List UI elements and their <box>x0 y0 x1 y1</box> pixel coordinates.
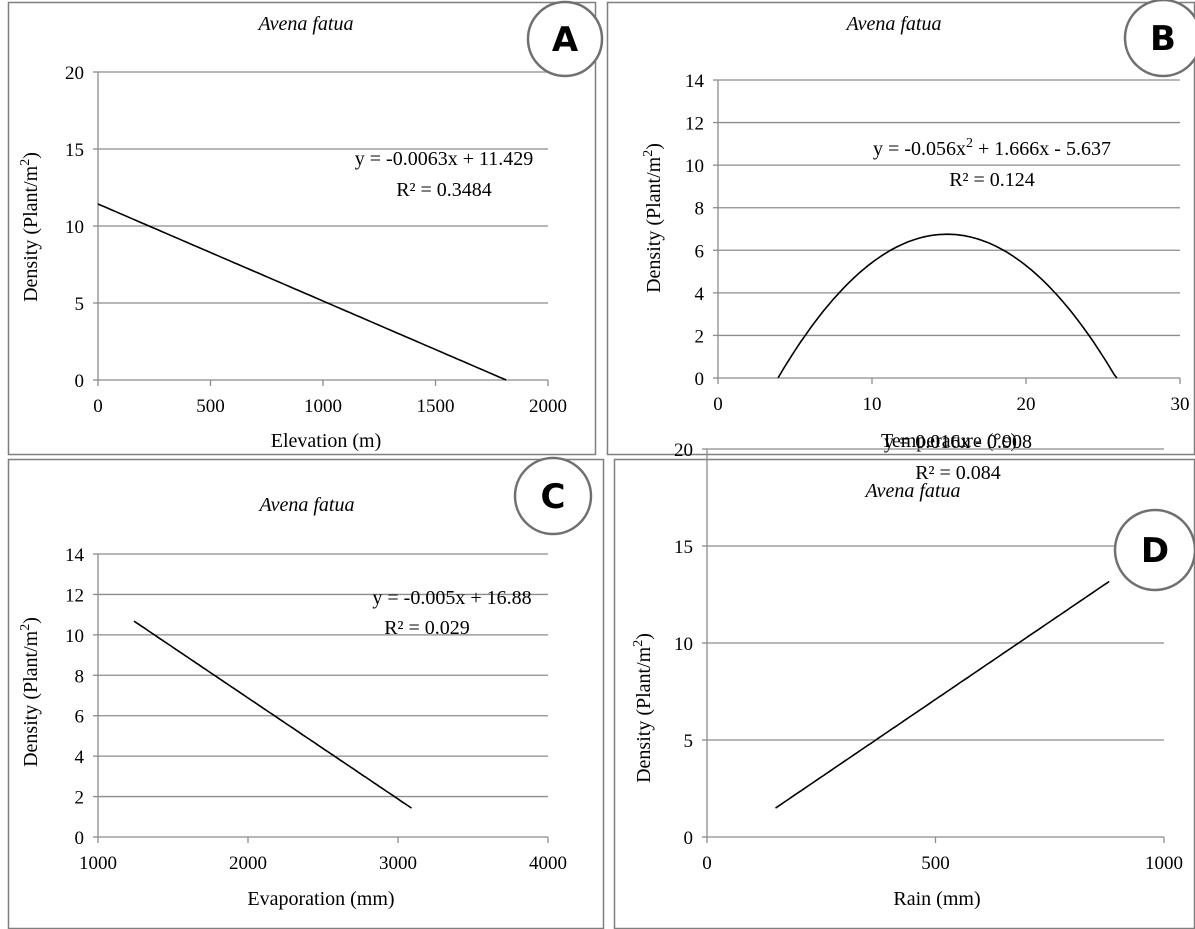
y-tick-label: 5 <box>684 731 694 752</box>
y-tick-label: 15 <box>674 537 693 558</box>
panel-badge-letter: C <box>541 477 566 517</box>
x-tick-label: 10 <box>863 394 882 415</box>
panel-a: 0 5 10 15 20 0 500 1000 1500 2000 Avena fatua Eleva… <box>7 0 604 456</box>
y-axis-label-end: ) <box>20 152 42 159</box>
x-tick-label: 3000 <box>379 853 417 874</box>
panel-badge <box>1123 0 1195 78</box>
x-axis-label: Elevation (m) <box>271 430 382 452</box>
y-axis-label: Density (Plant/m2) <box>18 617 42 767</box>
y-tick-label: 2 <box>75 788 85 809</box>
trendline-equation: y = -0.056x2 + 1.666x - 5.637 <box>873 136 1111 160</box>
x-tick-label: 1500 <box>417 396 455 417</box>
trendline-equation: y = -0.005x + 16.88 <box>372 587 531 609</box>
y-axis-label: Density (Plant/m2) <box>631 633 655 783</box>
panel-badge <box>526 0 604 78</box>
y-tick-label: 4 <box>75 747 85 768</box>
trend-line <box>133 620 412 809</box>
x-tick-label: 1000 <box>1145 853 1183 874</box>
r-squared-label: R² = 0.124 <box>949 169 1035 191</box>
chart-title: Avena fatua <box>845 13 942 35</box>
y-tick-label: 0 <box>75 828 85 849</box>
y-tick-label: 4 <box>695 284 705 305</box>
y-axis-label-main: Density (Plant/m <box>20 630 42 767</box>
y-tick-label: 0 <box>75 371 85 392</box>
equation-end: + 1.666x - 5.637 <box>973 138 1111 160</box>
y-axis-label: Density (Plant/m2) <box>641 143 665 293</box>
chart-title: Avena fatua <box>258 494 355 516</box>
x-tick-label: 2000 <box>229 853 267 874</box>
y-tick-label: 0 <box>684 828 694 849</box>
panel-d: 0 5 10 15 20 0 500 1000 Avena fatua Rain (mm) Dens… <box>613 431 1195 929</box>
y-tick-label: 10 <box>674 634 693 655</box>
y-axis-label-sup: 2 <box>18 624 33 631</box>
trendline-equation: y = -0.0063x + 11.429 <box>355 148 533 170</box>
panel-badge <box>513 456 593 536</box>
y-tick-label: 8 <box>695 199 705 220</box>
y-tick-label: 10 <box>685 156 704 177</box>
chart-title: Avena fatua <box>257 13 354 35</box>
equation-sup: 2 <box>966 136 973 151</box>
y-tick-label: 10 <box>65 217 84 238</box>
y-tick-label: 5 <box>75 294 85 315</box>
x-tick-label: 0 <box>713 394 723 415</box>
y-tick-label: 12 <box>685 114 704 135</box>
panel-badge <box>1113 508 1195 592</box>
y-axis-label-end: ) <box>633 633 655 640</box>
y-axis-label: Density (Plant/m2) <box>18 152 42 302</box>
y-tick-label: 12 <box>65 585 84 606</box>
x-axis-label: Rain (mm) <box>893 888 980 910</box>
y-tick-label: 0 <box>695 369 705 390</box>
y-axis-label-sup: 2 <box>641 150 656 157</box>
x-tick-label: 1000 <box>79 853 117 874</box>
chart-title: Avena fatua <box>864 480 961 502</box>
y-tick-label: 6 <box>75 707 85 728</box>
x-axis-label: Temperature (°c) <box>881 430 1017 452</box>
trendline-equation: y = 0.016x - 0.908 <box>884 431 1032 453</box>
x-tick-label: 0 <box>702 853 712 874</box>
y-axis-label-end: ) <box>20 617 42 624</box>
y-tick-label: 2 <box>695 326 705 347</box>
y-axis-label-sup: 2 <box>18 159 33 166</box>
panel-c: 0 2 4 6 8 10 12 14 1000 2000 3000 4000 Avena fatua Ev… <box>7 456 605 929</box>
y-axis-label-main: Density (Plant/m <box>20 165 42 302</box>
panel-badge-letter: B <box>1150 19 1176 59</box>
x-tick-label: 20 <box>1017 394 1036 415</box>
trend-line <box>775 580 1110 809</box>
x-axis-label: Evaporation (mm) <box>247 888 394 910</box>
panel-badge-letter: A <box>552 20 579 60</box>
panel-b: 0 2 4 6 8 10 12 14 0 10 20 30 Avena fatua Temperature… <box>606 0 1195 456</box>
trend-line <box>97 203 507 381</box>
panel-frame <box>7 1 597 456</box>
x-tick-label: 1000 <box>304 396 342 417</box>
r-squared-label: R² = 0.3484 <box>396 179 492 201</box>
y-tick-label: 20 <box>674 440 693 461</box>
r-squared-label: R² = 0.084 <box>915 462 1001 484</box>
y-axis-label-main: Density (Plant/m <box>643 156 665 293</box>
y-tick-label: 14 <box>65 545 85 566</box>
x-tick-label: 2000 <box>529 396 567 417</box>
x-tick-label: 30 <box>1171 394 1190 415</box>
panel-badge-letter: D <box>1141 531 1169 571</box>
y-tick-label: 8 <box>75 666 85 687</box>
x-tick-label: 0 <box>93 396 103 417</box>
x-tick-label: 500 <box>196 396 225 417</box>
y-axis-label-sup: 2 <box>631 640 646 647</box>
y-tick-label: 10 <box>65 626 84 647</box>
x-tick-label: 4000 <box>529 853 567 874</box>
y-axis-label-main: Density (Plant/m <box>633 646 655 783</box>
y-axis-label-end: ) <box>643 143 665 150</box>
y-tick-label: 6 <box>695 241 705 262</box>
y-tick-label: 20 <box>65 63 84 84</box>
r-squared-label: R² = 0.029 <box>384 617 470 639</box>
y-tick-label: 14 <box>685 71 705 92</box>
trend-line <box>777 233 1118 379</box>
equation-main: y = -0.056x <box>873 138 966 160</box>
x-tick-label: 500 <box>921 853 950 874</box>
y-tick-label: 15 <box>65 140 84 161</box>
